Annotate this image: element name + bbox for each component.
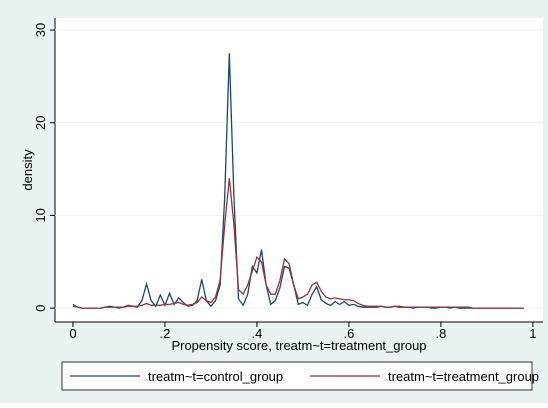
plot-area: [55, 18, 543, 322]
y-axis-title: density: [20, 149, 35, 191]
x-tick-label: .4: [251, 326, 262, 341]
legend-label: treatm~t=control_group: [148, 369, 283, 384]
x-tick-label: .6: [343, 326, 354, 341]
y-tick-label: 0: [33, 304, 48, 311]
x-tick-label: 1: [529, 326, 536, 341]
legend: [61, 361, 533, 391]
x-tick-label: .2: [160, 326, 171, 341]
y-tick-label: 30: [33, 23, 48, 37]
x-tick-label: 0: [69, 326, 76, 341]
x-axis-title: Propensity score, treatm~t=treatment_gro…: [171, 338, 426, 353]
x-tick-label: .8: [435, 326, 446, 341]
legend-label: treatm~t=treatment_group: [388, 369, 539, 384]
y-tick-label: 10: [33, 208, 48, 222]
y-tick-label: 20: [33, 115, 48, 129]
density-line: [72, 178, 524, 309]
